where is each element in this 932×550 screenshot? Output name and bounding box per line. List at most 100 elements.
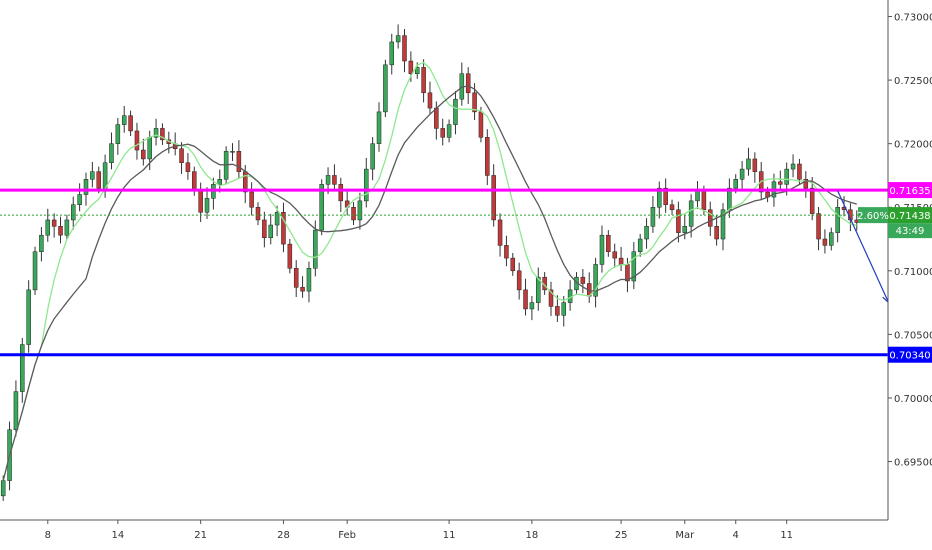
candles-layer	[0, 24, 860, 501]
candle-body	[383, 64, 388, 113]
candle-body	[714, 226, 719, 240]
candle-body	[421, 67, 426, 94]
candle-body	[357, 200, 363, 221]
candle-body	[822, 238, 828, 246]
candle-body	[198, 190, 203, 213]
time-tick-label: 4	[733, 530, 739, 541]
price-label-text: 0.70340	[889, 351, 930, 362]
candle-body	[128, 115, 133, 132]
candle-body	[121, 115, 127, 125]
time-tick-label: 21	[194, 530, 207, 541]
candle-body	[281, 212, 286, 245]
candle-body	[204, 198, 210, 213]
price-tick-label: 0.72500	[894, 76, 932, 87]
projection-arrow-shaft	[837, 190, 890, 303]
time-axis-ticks: 8 14 21 28 Feb 11 18 25 Mar 4 11	[45, 520, 793, 541]
candle-body	[236, 151, 242, 172]
candle-body	[784, 168, 789, 185]
change-percent-text: 2.60%	[857, 211, 889, 222]
candle-body	[192, 171, 197, 191]
candle-body	[618, 257, 624, 265]
candle-body	[376, 111, 382, 144]
candle-body	[179, 148, 184, 163]
candle-body	[631, 251, 637, 282]
candle-body	[465, 73, 471, 94]
candle-body	[669, 204, 675, 211]
candle-body	[325, 175, 331, 185]
candle-body	[708, 209, 713, 227]
candle-body	[395, 35, 401, 43]
candle-body	[313, 229, 318, 269]
candle-body	[816, 213, 821, 240]
candle-body	[580, 276, 586, 284]
candle-body	[268, 224, 273, 239]
price-tick-label: 0.72000	[894, 140, 932, 151]
candle-body	[637, 238, 643, 252]
candle-body	[26, 289, 31, 345]
candle-body	[516, 270, 522, 291]
candle-body	[45, 219, 51, 236]
candle-body	[319, 184, 324, 231]
candle-body	[102, 162, 108, 189]
candle-body	[491, 175, 496, 221]
candle-body	[364, 168, 369, 202]
candle-body	[217, 179, 223, 185]
candle-body	[446, 124, 452, 138]
moving-averages-layer	[2, 61, 857, 481]
candle-body	[434, 107, 439, 129]
candle-body	[472, 92, 477, 113]
price-tick-label: 0.69500	[894, 458, 932, 469]
candle-body	[351, 206, 356, 221]
candle-body	[20, 344, 25, 392]
candle-body	[835, 206, 840, 233]
candle-body	[274, 212, 280, 226]
moving-average-line	[2, 61, 857, 481]
candle-body	[300, 287, 305, 292]
time-tick-label: Mar	[675, 530, 695, 541]
candle-body	[255, 206, 261, 221]
candle-body	[529, 302, 535, 310]
candle-body	[77, 194, 82, 205]
candle-body	[115, 124, 121, 144]
candle-body	[134, 130, 140, 151]
time-tick-label: 18	[526, 530, 539, 541]
candle-body	[733, 179, 738, 189]
moving-average-line	[2, 85, 857, 481]
candle-body	[90, 171, 95, 180]
time-tick-label: 25	[615, 530, 628, 541]
candle-body	[561, 302, 566, 316]
candle-body	[293, 268, 299, 288]
candle-body	[64, 219, 70, 236]
candle-body	[453, 98, 458, 125]
horizontal-lines-layer	[0, 188, 888, 357]
countdown-tag	[888, 223, 932, 239]
candle-body	[39, 234, 44, 252]
candle-body	[720, 209, 726, 240]
candle-body	[657, 187, 662, 208]
candle-body	[332, 175, 337, 185]
candle-body	[262, 219, 267, 239]
candle-body	[427, 92, 433, 109]
candle-body	[402, 35, 407, 62]
candle-body	[370, 143, 375, 170]
candle-body	[83, 179, 89, 195]
candle-body	[414, 67, 420, 74]
candle-body	[58, 226, 63, 236]
candle-body	[32, 251, 38, 291]
price-label-tag	[888, 182, 932, 199]
candle-body	[230, 151, 235, 153]
candle-body	[778, 181, 783, 185]
candle-body	[408, 60, 414, 74]
candle-body	[504, 245, 509, 259]
price-tick-label: 0.71000	[894, 267, 932, 278]
price-tick-label: 0.70000	[894, 394, 932, 405]
price-label-text: 0.71438	[889, 211, 930, 222]
candle-body	[109, 143, 114, 163]
candle-body	[548, 289, 554, 307]
candle-body	[593, 264, 598, 297]
candle-body	[249, 191, 254, 208]
candle-body	[523, 289, 528, 310]
candle-body	[606, 234, 611, 252]
candle-body	[790, 163, 796, 170]
